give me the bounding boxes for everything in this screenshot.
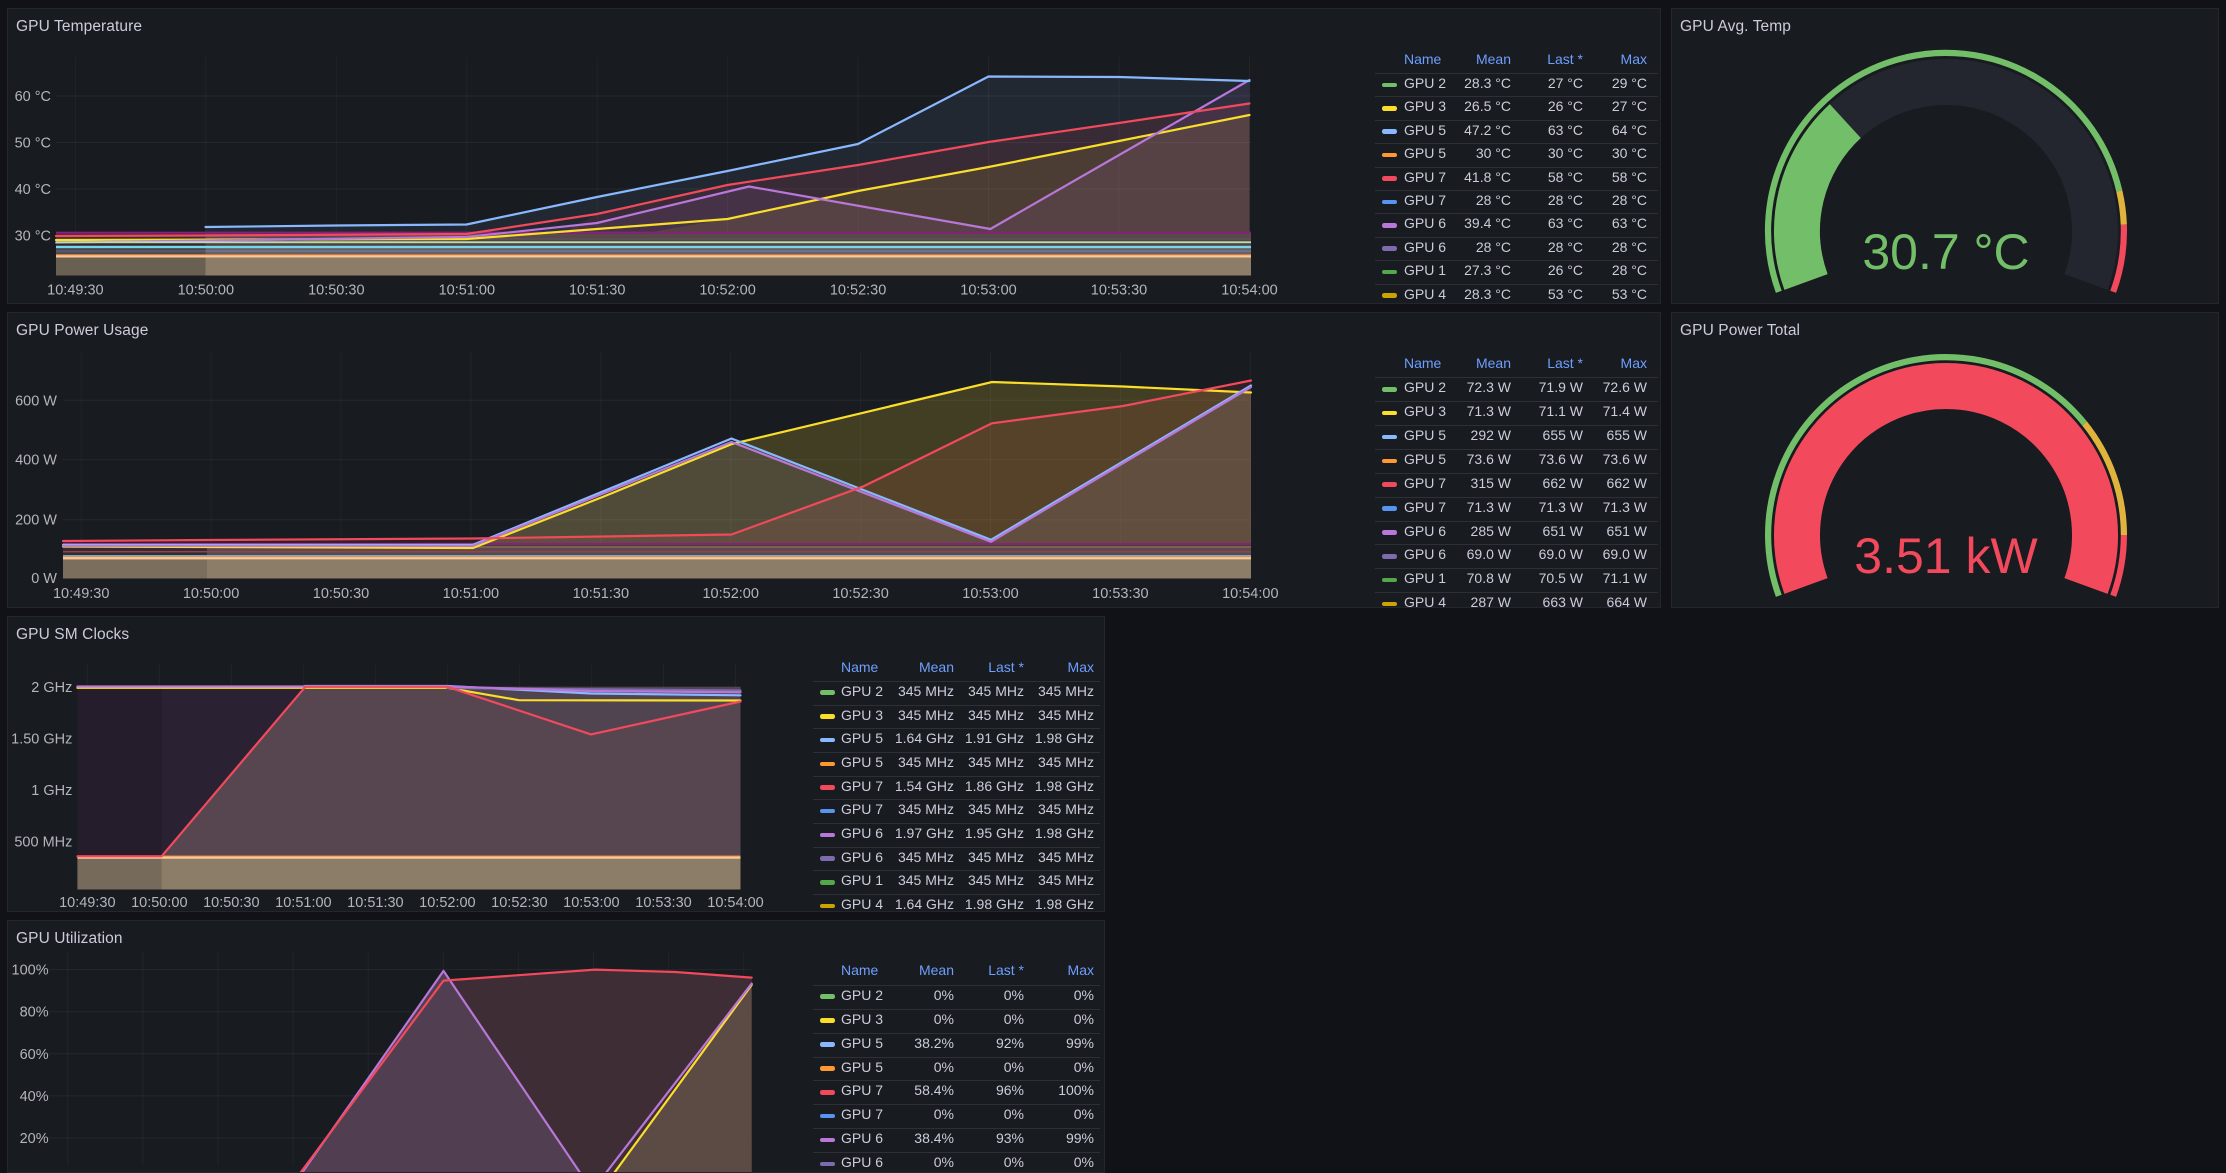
svg-text:10:50:00: 10:50:00	[178, 283, 234, 299]
svg-text:10:50:30: 10:50:30	[308, 283, 364, 299]
svg-text:10:50:30: 10:50:30	[203, 895, 259, 911]
svg-text:10:53:30: 10:53:30	[635, 895, 691, 911]
svg-text:400 W: 400 W	[15, 453, 57, 469]
svg-text:10:53:00: 10:53:00	[563, 895, 619, 911]
svg-text:40 °C: 40 °C	[15, 182, 51, 198]
svg-text:500 MHz: 500 MHz	[14, 835, 72, 851]
svg-text:10:51:00: 10:51:00	[275, 895, 331, 911]
svg-text:1.50 GHz: 1.50 GHz	[11, 732, 72, 748]
svg-text:600 W: 600 W	[15, 393, 57, 409]
svg-text:10:49:30: 10:49:30	[59, 895, 115, 911]
svg-text:60 °C: 60 °C	[15, 89, 51, 105]
svg-text:10:52:30: 10:52:30	[491, 895, 547, 911]
svg-text:30.7 °C: 30.7 °C	[1862, 224, 2029, 280]
svg-text:10:50:00: 10:50:00	[131, 895, 187, 911]
svg-text:10:51:00: 10:51:00	[439, 283, 495, 299]
svg-text:2 GHz: 2 GHz	[31, 680, 72, 696]
svg-text:10:54:00: 10:54:00	[1222, 586, 1278, 602]
svg-text:10:52:00: 10:52:00	[419, 895, 475, 911]
svg-text:10:51:30: 10:51:30	[569, 283, 625, 299]
svg-text:3.51 kW: 3.51 kW	[1854, 528, 2038, 584]
svg-text:20%: 20%	[20, 1131, 49, 1147]
svg-text:50 °C: 50 °C	[15, 136, 51, 152]
svg-text:10:52:30: 10:52:30	[832, 586, 888, 602]
svg-text:10:52:30: 10:52:30	[830, 283, 886, 299]
svg-text:10:50:00: 10:50:00	[183, 586, 239, 602]
svg-text:10:49:30: 10:49:30	[53, 586, 109, 602]
svg-text:10:53:00: 10:53:00	[962, 586, 1018, 602]
svg-text:40%: 40%	[20, 1089, 49, 1105]
svg-text:10:52:00: 10:52:00	[702, 586, 758, 602]
svg-text:10:51:00: 10:51:00	[443, 586, 499, 602]
svg-text:0 W: 0 W	[31, 571, 57, 587]
svg-text:80%: 80%	[20, 1005, 49, 1021]
svg-text:10:51:30: 10:51:30	[573, 586, 629, 602]
svg-text:10:53:30: 10:53:30	[1092, 586, 1148, 602]
svg-text:10:50:30: 10:50:30	[313, 586, 369, 602]
svg-text:30 °C: 30 °C	[15, 229, 51, 245]
svg-text:10:54:00: 10:54:00	[1221, 283, 1277, 299]
svg-text:200 W: 200 W	[15, 513, 57, 529]
svg-text:100%: 100%	[12, 963, 49, 979]
svg-text:10:49:30: 10:49:30	[47, 283, 103, 299]
svg-text:10:53:00: 10:53:00	[960, 283, 1016, 299]
svg-text:10:53:30: 10:53:30	[1091, 283, 1147, 299]
svg-text:10:51:30: 10:51:30	[347, 895, 403, 911]
svg-text:1 GHz: 1 GHz	[31, 783, 72, 799]
svg-text:10:52:00: 10:52:00	[699, 283, 755, 299]
svg-text:60%: 60%	[20, 1047, 49, 1063]
svg-text:10:54:00: 10:54:00	[707, 895, 763, 911]
